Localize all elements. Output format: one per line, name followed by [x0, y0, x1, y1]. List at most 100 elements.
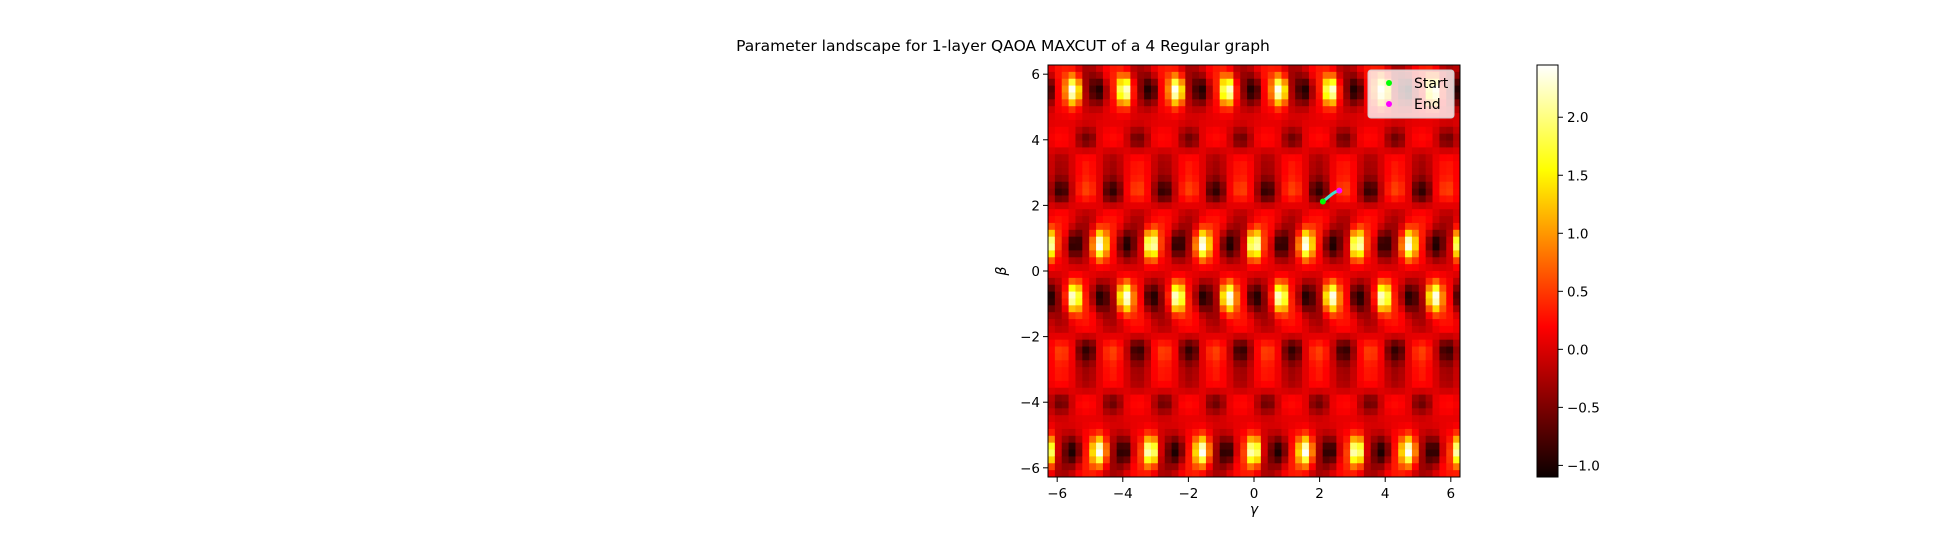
heatmap-cell [1329, 374, 1337, 382]
heatmap-cell [1398, 277, 1406, 286]
heatmap-cell [1267, 367, 1275, 375]
heatmap-cell [1082, 298, 1090, 306]
heatmap-cell [1315, 298, 1324, 306]
heatmap-cell [1350, 250, 1358, 258]
heatmap-cell [1164, 168, 1172, 176]
heatmap-cell [1164, 422, 1172, 430]
heatmap-cell [1048, 401, 1056, 409]
heatmap-cell [1370, 415, 1378, 423]
heatmap-cell [1205, 78, 1214, 86]
heatmap-cell [1212, 291, 1221, 299]
heatmap-cell [1068, 161, 1076, 169]
heatmap-cell [1336, 339, 1344, 347]
heatmap-cell [1411, 209, 1420, 217]
heatmap-cell [1109, 346, 1118, 354]
heatmap-cell [1350, 126, 1358, 135]
heatmap-cell [1425, 435, 1433, 444]
heatmap-cell [1164, 277, 1172, 286]
heatmap-cell [1247, 332, 1255, 341]
heatmap-cell [1075, 161, 1083, 169]
heatmap-cell [1247, 271, 1255, 279]
heatmap-cell [1116, 222, 1124, 231]
heatmap-cell [1411, 250, 1420, 258]
heatmap-cell [1233, 216, 1241, 224]
heatmap-cell [1116, 435, 1124, 444]
heatmap-cell [1411, 133, 1420, 141]
heatmap-cell [1178, 181, 1186, 189]
heatmap-cell [1075, 380, 1083, 389]
heatmap-cell [1075, 463, 1083, 471]
heatmap-cell [1425, 229, 1433, 238]
heatmap-cell [1068, 222, 1076, 231]
heatmap-cell [1089, 133, 1097, 141]
heatmap-cell [1192, 277, 1200, 286]
heatmap-cell [1288, 78, 1296, 86]
heatmap-cell [1048, 470, 1056, 478]
heatmap-cell [1411, 435, 1420, 444]
heatmap-cell [1363, 133, 1372, 141]
heatmap-cell [1391, 360, 1399, 368]
heatmap-cell [1384, 250, 1392, 258]
heatmap-cell [1219, 78, 1227, 86]
heatmap-cell [1405, 209, 1413, 217]
heatmap-cell [1185, 209, 1193, 217]
heatmap-cell [1308, 133, 1317, 141]
heatmap-cell [1082, 332, 1090, 341]
heatmap-cell [1329, 435, 1337, 444]
heatmap-cell [1384, 470, 1392, 478]
heatmap-cell [1315, 374, 1324, 382]
heatmap-cell [1329, 401, 1337, 409]
heatmap-cell [1398, 332, 1406, 341]
heatmap-cell [1233, 449, 1241, 457]
heatmap-cell [1061, 126, 1069, 135]
heatmap-cell [1109, 154, 1118, 162]
heatmap-cell [1247, 394, 1255, 402]
heatmap-cell [1219, 195, 1227, 203]
heatmap-cell [1096, 463, 1104, 471]
heatmap-cell [1171, 147, 1179, 155]
heatmap-cell [1068, 353, 1076, 361]
heatmap-cell [1219, 394, 1227, 402]
heatmap-cell [1267, 236, 1275, 244]
heatmap-cell [1411, 422, 1420, 430]
heatmap-cell [1336, 250, 1344, 258]
heatmap-cell [1453, 209, 1461, 217]
heatmap-cell [1151, 470, 1159, 478]
heatmap-cell [1116, 168, 1124, 176]
heatmap-cell [1109, 133, 1118, 141]
heatmap-cell [1336, 428, 1344, 437]
heatmap-cell [1068, 277, 1076, 286]
heatmap-cell [1357, 271, 1365, 279]
heatmap-cell [1212, 126, 1221, 135]
heatmap-cell [1384, 181, 1392, 189]
heatmap-cell [1096, 181, 1104, 189]
heatmap-cell [1254, 463, 1262, 471]
heatmap-cell [1398, 209, 1406, 217]
heatmap-cell [1315, 264, 1324, 272]
heatmap-cell [1274, 209, 1282, 217]
heatmap-cell [1357, 387, 1365, 395]
heatmap-cell [1157, 428, 1166, 437]
heatmap-cell [1343, 401, 1351, 409]
heatmap-cell [1308, 140, 1317, 148]
heatmap-cell [1254, 353, 1262, 361]
heatmap-cell [1267, 106, 1275, 114]
heatmap-cell [1082, 119, 1090, 128]
heatmap-cell [1102, 222, 1111, 231]
heatmap-cell [1068, 195, 1076, 203]
heatmap-cell [1171, 367, 1179, 375]
heatmap-cell [1295, 360, 1303, 368]
heatmap-cell [1370, 202, 1378, 210]
heatmap-cell [1116, 442, 1124, 450]
heatmap-cell [1096, 339, 1104, 347]
heatmap-cell [1384, 401, 1392, 409]
heatmap-cell [1391, 161, 1399, 169]
heatmap-cell [1116, 250, 1124, 258]
heatmap-cell [1192, 470, 1200, 478]
heatmap-cell [1048, 360, 1056, 368]
heatmap-cell [1075, 332, 1083, 341]
heatmap-cell [1260, 195, 1269, 203]
heatmap-cell [1315, 65, 1324, 73]
heatmap-cell [1405, 202, 1413, 210]
heatmap-cell [1329, 325, 1337, 334]
